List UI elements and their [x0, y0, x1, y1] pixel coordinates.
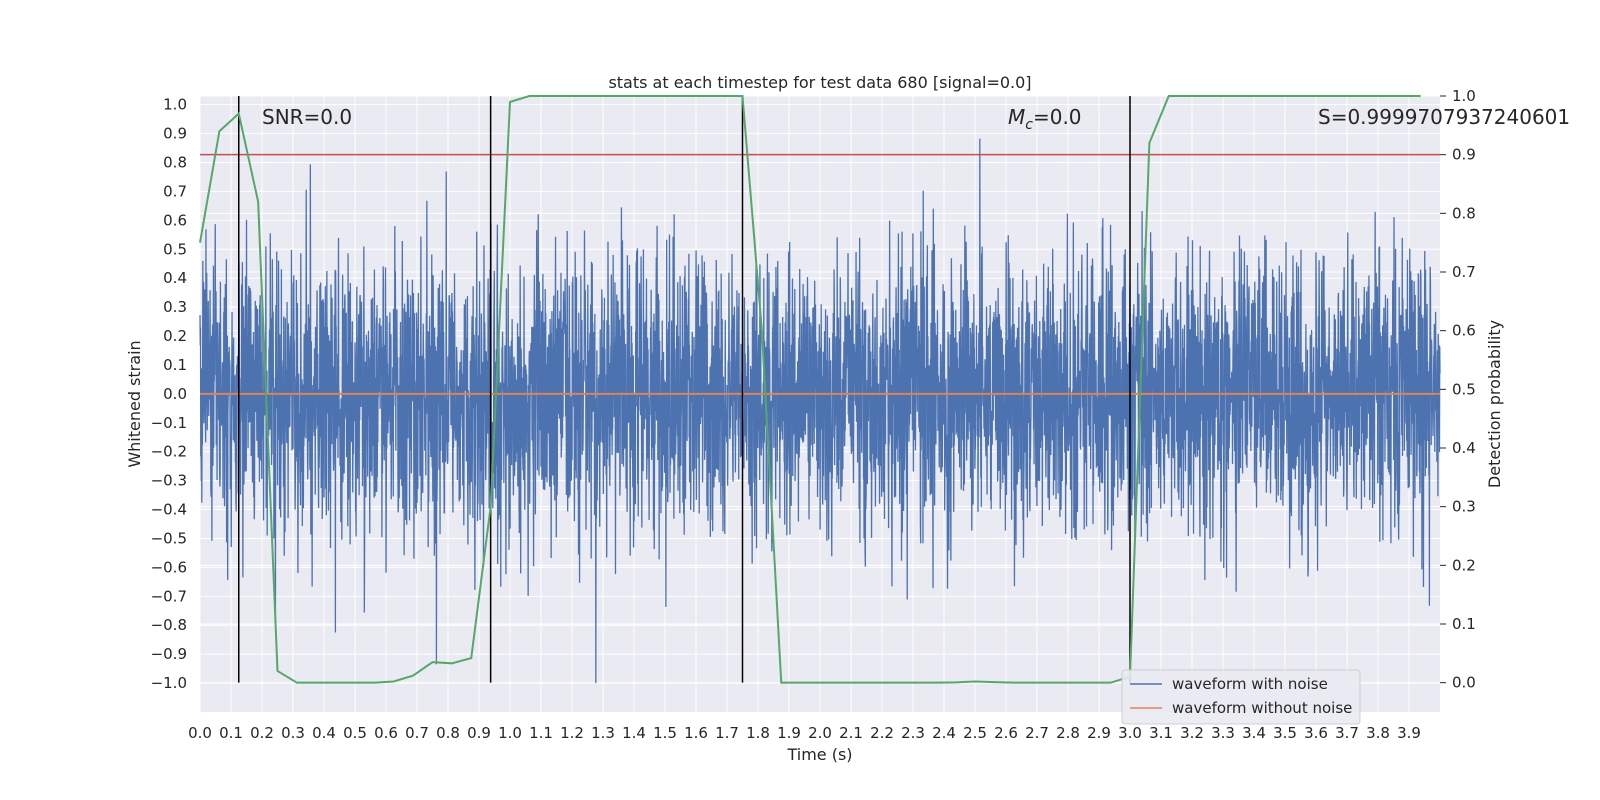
y-left-tick-labels: 1.0 0.9 0.8 0.7 0.6 0.5 0.4 0.3 0.2 0.1 0.0 −0.1 −0.… — [151, 96, 187, 692]
y-left-tick-label: −0.5 — [151, 529, 187, 547]
mc-value: =0.0 — [1033, 105, 1082, 129]
x-tick-label: 0.1 — [219, 724, 243, 742]
y-right-tick-label: 0.5 — [1452, 380, 1476, 398]
x-tick-label: 2.5 — [963, 724, 987, 742]
detection-probability-path — [199, 95, 1421, 684]
x-tick-label: 1.1 — [529, 724, 553, 742]
y-left-tick-label: −0.3 — [151, 472, 187, 490]
mc-subscript: c — [1025, 117, 1033, 133]
x-tick-label: 2.7 — [1025, 724, 1049, 742]
y-left-tick-label: 0.0 — [163, 385, 187, 403]
y-right-tick-label: 0.1 — [1452, 615, 1476, 633]
y-right-tick-label: 0.3 — [1452, 498, 1476, 516]
y-right-tick-label: 0.9 — [1452, 146, 1476, 164]
x-tick-label: 2.9 — [1087, 724, 1111, 742]
y-right-tick-labels: 1.0 0.9 0.8 0.7 0.6 0.5 0.4 0.3 0.2 0.1 0.0 — [1440, 87, 1476, 692]
x-tick-label: 2.1 — [839, 724, 863, 742]
y-right-tick-label: 0.6 — [1452, 322, 1476, 340]
x-tick-label: 1.8 — [746, 724, 770, 742]
x-tick-label: 3.6 — [1304, 724, 1328, 742]
legend-label-noise: waveform with noise — [1172, 675, 1328, 693]
y-left-tick-label: −1.0 — [151, 674, 187, 692]
y-right-tick-label: 0.0 — [1452, 674, 1476, 692]
y-left-tick-label: 0.2 — [163, 327, 187, 345]
y-left-tick-label: −0.2 — [151, 443, 187, 461]
x-tick-label: 1.4 — [622, 724, 646, 742]
y-right-tick-label: 0.7 — [1452, 263, 1476, 281]
x-tick-label: 3.2 — [1180, 724, 1204, 742]
s-annotation: S=0.9999707937240601 — [1318, 105, 1570, 129]
x-tick-label: 0.2 — [250, 724, 274, 742]
x-tick-label: 3.5 — [1273, 724, 1297, 742]
x-tick-label: 1.7 — [715, 724, 739, 742]
x-tick-labels: 0.0 0.1 0.2 0.3 0.4 0.5 0.6 0.7 0.8 0.9 1.0 1.1 1.2 1… — [188, 724, 1421, 742]
x-tick-label: 1.6 — [684, 724, 708, 742]
y-left-tick-label: 0.9 — [163, 125, 187, 143]
x-tick-label: 0.5 — [343, 724, 367, 742]
waveform-with-noise-path — [199, 138, 1441, 684]
y-right-tick-label: 0.2 — [1452, 556, 1476, 574]
y-left-tick-label: 0.7 — [163, 182, 187, 200]
x-tick-label: 1.5 — [653, 724, 677, 742]
detection-probability — [199, 95, 1421, 684]
vertical-markers — [238, 96, 1131, 683]
x-tick-label: 0.3 — [281, 724, 305, 742]
y-left-tick-label: 0.1 — [163, 356, 187, 374]
y-left-tick-label: 0.6 — [163, 211, 187, 229]
y-left-tick-label: 1.0 — [163, 96, 187, 114]
x-tick-label: 3.1 — [1149, 724, 1173, 742]
x-tick-label: 2.0 — [808, 724, 832, 742]
x-tick-label: 0.6 — [374, 724, 398, 742]
y-right-tick-label: 0.8 — [1452, 204, 1476, 222]
x-tick-label: 2.8 — [1056, 724, 1080, 742]
x-tick-label: 0.4 — [312, 724, 336, 742]
y-axis-label-right: Detection probability — [1485, 320, 1504, 488]
x-tick-label: 1.2 — [560, 724, 584, 742]
x-tick-label: 3.9 — [1397, 724, 1421, 742]
x-tick-label: 0.8 — [436, 724, 460, 742]
x-tick-label: 0.7 — [405, 724, 429, 742]
mc-symbol: M — [1008, 105, 1025, 129]
x-tick-label: 3.4 — [1242, 724, 1266, 742]
y-right-tick-label: 0.4 — [1452, 439, 1476, 457]
y-left-tick-label: −0.4 — [151, 501, 187, 519]
y-left-tick-label: 0.5 — [163, 240, 187, 258]
legend-box — [1121, 669, 1361, 725]
x-tick-label: 3.7 — [1335, 724, 1359, 742]
x-tick-label: 3.3 — [1211, 724, 1235, 742]
waveform-with-noise — [199, 138, 1441, 684]
x-tick-label: 2.6 — [994, 724, 1018, 742]
y-right-tick-label: 1.0 — [1452, 87, 1476, 105]
x-tick-label: 3.0 — [1118, 724, 1142, 742]
x-axis-label: Time (s) — [786, 745, 852, 764]
y-left-tick-label: 0.4 — [163, 269, 187, 287]
x-tick-label: 3.8 — [1366, 724, 1390, 742]
x-tick-label: 1.0 — [498, 724, 522, 742]
chart-title: stats at each timestep for test data 680… — [608, 73, 1031, 92]
y-axis-label-left: Whitened strain — [125, 340, 144, 467]
y-left-tick-label: −0.6 — [151, 558, 187, 576]
y-left-tick-label: 0.3 — [163, 298, 187, 316]
y-left-tick-label: −0.1 — [151, 414, 187, 432]
y-left-tick-label: 0.8 — [163, 154, 187, 172]
legend: waveform with noise waveform without noi… — [1121, 669, 1361, 725]
legend-label-clean: waveform without noise — [1172, 699, 1352, 717]
x-tick-label: 1.3 — [591, 724, 615, 742]
x-tick-label: 2.2 — [870, 724, 894, 742]
y-left-tick-label: −0.7 — [151, 587, 187, 605]
x-tick-label: 1.9 — [777, 724, 801, 742]
x-tick-label: 2.3 — [901, 724, 925, 742]
x-tick-label: 2.4 — [932, 724, 956, 742]
x-tick-label: 0.0 — [188, 724, 212, 742]
mc-annotation: Mc=0.0 — [1008, 105, 1082, 133]
x-tick-label: 0.9 — [467, 724, 491, 742]
y-left-tick-label: −0.9 — [151, 645, 187, 663]
y-left-tick-label: −0.8 — [151, 616, 187, 634]
snr-annotation: SNR=0.0 — [262, 105, 352, 129]
